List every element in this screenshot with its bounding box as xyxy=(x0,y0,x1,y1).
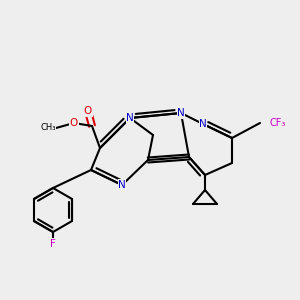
Text: CF₃: CF₃ xyxy=(270,118,286,128)
Text: N: N xyxy=(199,119,207,129)
Text: O: O xyxy=(70,118,78,128)
Text: N: N xyxy=(126,113,134,123)
Text: N: N xyxy=(118,180,126,190)
Text: F: F xyxy=(50,239,56,249)
Text: O: O xyxy=(84,106,92,116)
Text: N: N xyxy=(177,108,185,118)
Text: CH₃: CH₃ xyxy=(40,124,56,133)
